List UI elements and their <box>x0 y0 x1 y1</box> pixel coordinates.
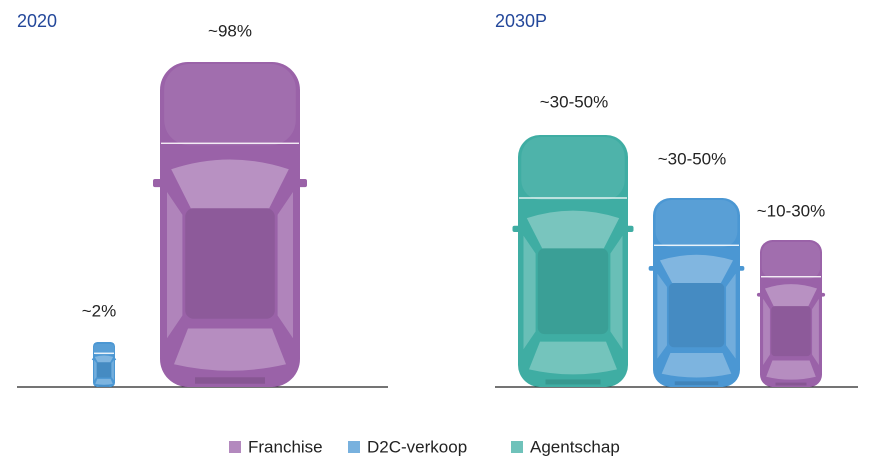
car-hood <box>655 200 738 248</box>
car <box>512 135 634 387</box>
car-rear-window <box>529 341 617 375</box>
car-rear-window <box>661 352 732 378</box>
car-label: ~98% <box>208 21 252 40</box>
car-rear-window <box>95 378 113 385</box>
car-label: ~2% <box>82 301 117 320</box>
car-hood <box>521 137 625 200</box>
car-roof <box>668 283 725 348</box>
panel-title: 2030P <box>495 11 547 31</box>
car-windshield <box>526 210 620 249</box>
car-hood <box>93 344 115 356</box>
legend-swatch <box>511 441 523 453</box>
legend-label: Agentschap <box>530 437 620 456</box>
car-label: ~30-50% <box>658 149 727 168</box>
car <box>648 198 745 387</box>
car-label: ~10-30% <box>757 201 826 220</box>
car-roof <box>185 208 275 319</box>
legend-swatch <box>348 441 360 453</box>
car-roof <box>96 362 112 378</box>
car-windshield <box>94 355 114 363</box>
car <box>756 240 826 387</box>
car-trunk <box>195 377 265 384</box>
legend-swatch <box>229 441 241 453</box>
car-trunk <box>775 382 807 386</box>
car-windshield <box>764 284 818 307</box>
legend-label: D2C-verkoop <box>367 437 467 456</box>
car-roof <box>771 306 811 357</box>
car <box>153 62 307 387</box>
car-hood <box>761 242 821 279</box>
car-trunk <box>545 379 601 385</box>
panel-title: 2020 <box>17 11 57 31</box>
car-trunk <box>98 385 110 387</box>
car-trunk <box>674 381 719 386</box>
car-roof <box>537 248 609 335</box>
car-windshield <box>171 159 289 209</box>
car-windshield <box>659 254 734 284</box>
car-hood <box>164 64 296 146</box>
car <box>91 342 117 387</box>
car-rear-window <box>766 360 816 380</box>
legend-label: Franchise <box>248 437 323 456</box>
car-rear-window <box>174 328 286 371</box>
car-label: ~30-50% <box>540 92 609 111</box>
